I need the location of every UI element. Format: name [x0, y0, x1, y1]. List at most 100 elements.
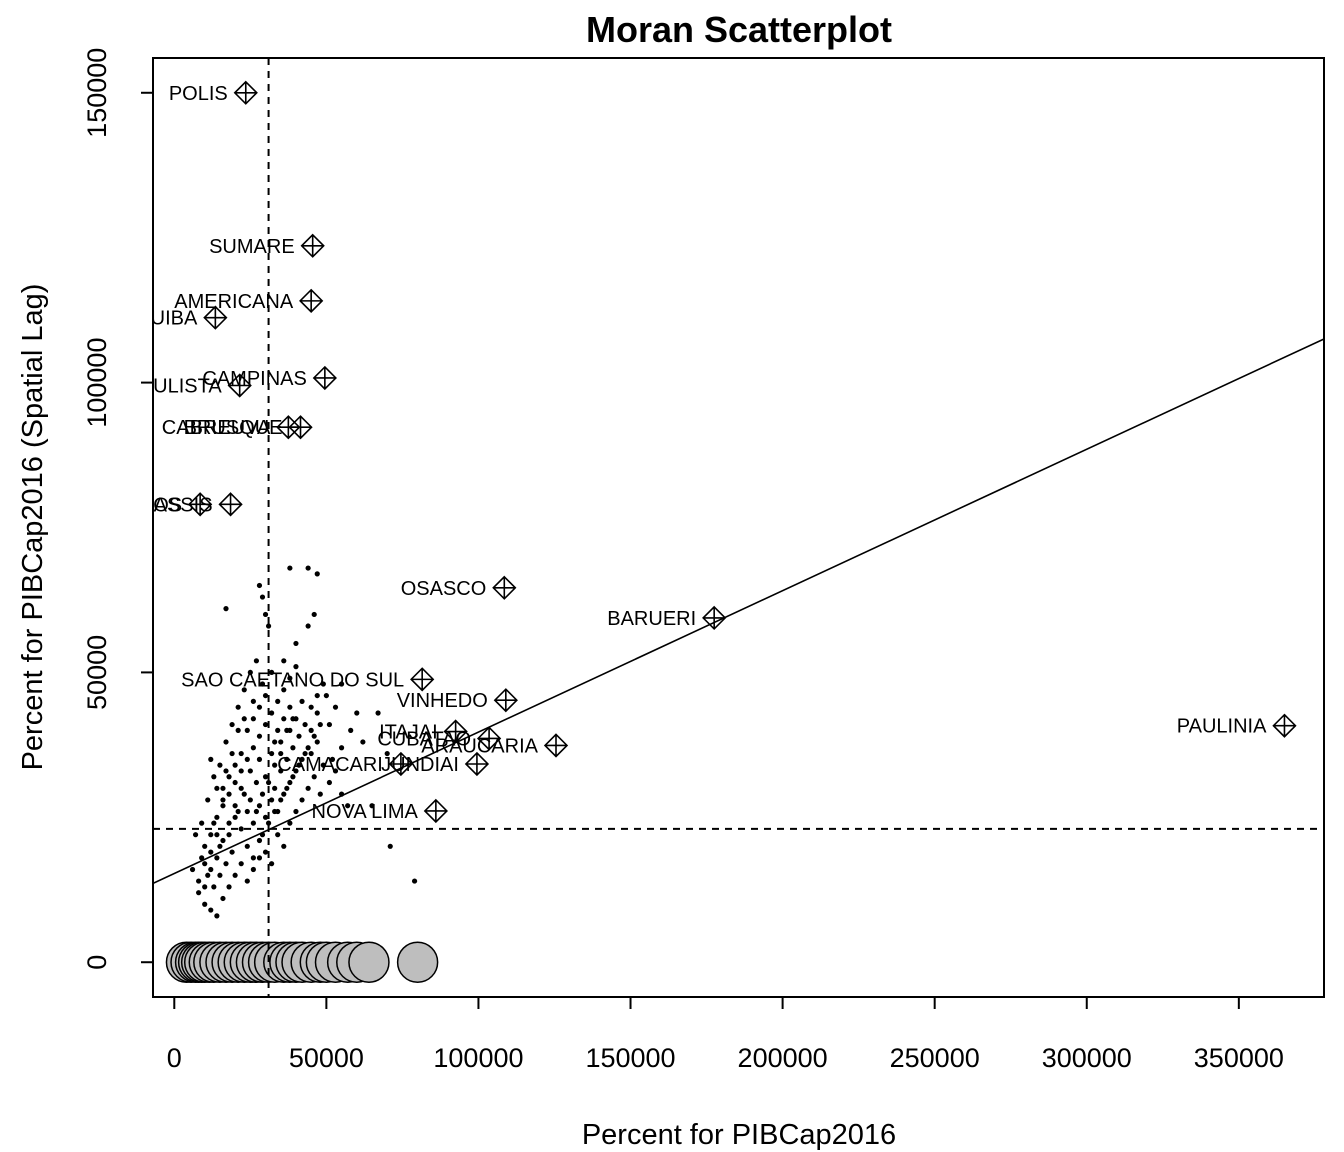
y-tick-label: 150000	[82, 48, 112, 138]
data-point	[272, 808, 278, 815]
data-point	[214, 814, 220, 820]
point-label: CAMPINAS	[202, 368, 306, 390]
data-point	[305, 785, 311, 791]
data-point	[256, 837, 263, 844]
data-point	[287, 779, 293, 786]
data-point	[238, 861, 244, 867]
x-tick-label: 350000	[1194, 1043, 1284, 1073]
data-point	[287, 820, 293, 826]
data-point	[290, 774, 296, 780]
influential-point: CUBATAO	[377, 726, 502, 751]
data-point	[293, 808, 299, 815]
point-label: ULISTA	[153, 375, 222, 397]
data-point	[308, 750, 314, 757]
y-tick-label: 50000	[82, 635, 112, 710]
data-point	[305, 745, 311, 751]
data-point	[296, 762, 302, 768]
y-axis: 0 50000 100000 150000	[82, 48, 154, 970]
data-point	[269, 710, 275, 716]
data-point	[232, 814, 238, 820]
data-point	[232, 872, 238, 878]
zero-lag-point	[348, 941, 390, 983]
data-point	[250, 820, 256, 826]
diamond-cross-marker	[492, 575, 517, 600]
data-point	[302, 721, 308, 728]
data-point	[320, 681, 326, 687]
data-point	[211, 884, 217, 890]
influential-point: CABREUVA	[162, 415, 301, 440]
data-point	[345, 803, 351, 809]
data-point	[265, 623, 272, 629]
data-point	[253, 808, 260, 815]
data-point	[329, 756, 336, 762]
data-point	[308, 727, 314, 733]
data-point	[247, 797, 253, 803]
data-point	[311, 774, 317, 780]
chart-title: Moran Scatterplot	[586, 9, 892, 50]
influential-point: BARUERI	[607, 605, 727, 631]
x-axis: 0 50000 100000 150000 200000 250000 300000 3500…	[167, 996, 1284, 1073]
data-point	[317, 791, 323, 797]
diamond-cross-marker	[443, 719, 468, 744]
data-point	[299, 698, 305, 704]
data-point	[275, 727, 281, 733]
data-point	[265, 820, 272, 826]
data-point	[199, 855, 205, 861]
influential-point: UIBA	[151, 305, 228, 330]
data-point	[299, 756, 305, 762]
diamond-cross-marker	[312, 365, 337, 391]
point-label: POLIS	[169, 83, 228, 105]
point-label: CABREUVA	[162, 417, 271, 439]
data-point	[375, 710, 381, 716]
data-point	[229, 750, 235, 757]
data-point	[287, 704, 293, 710]
influential-point: ULISTA	[153, 373, 252, 398]
point-label: OSASCO	[401, 578, 487, 600]
diamond-cross-marker	[410, 667, 435, 692]
diamond-cross-marker	[388, 751, 414, 777]
influential-point: OSASCO	[401, 575, 517, 600]
data-point	[244, 756, 250, 762]
data-point	[220, 797, 226, 803]
data-point	[387, 843, 393, 849]
data-point	[217, 762, 223, 768]
y-axis-label: Percent for PIBCap2016 (Spatial Lag)	[17, 284, 49, 771]
data-point	[226, 820, 232, 826]
point-label: BRUSQUE	[184, 417, 283, 439]
data-point	[314, 710, 320, 716]
data-point	[208, 866, 214, 873]
x-tick-label: 250000	[890, 1043, 980, 1073]
data-point	[226, 791, 232, 797]
x-tick-label: 300000	[1042, 1043, 1132, 1073]
data-point	[208, 756, 214, 762]
data-point	[360, 739, 366, 745]
regression-line	[153, 338, 1324, 885]
data-point	[250, 716, 256, 722]
point-label: UIBA	[151, 308, 198, 330]
data-point	[278, 768, 284, 774]
plot-frame	[152, 57, 1325, 998]
point-label: SAO CAETANO DO SUL	[181, 669, 404, 691]
data-point	[244, 843, 250, 849]
data-point	[238, 750, 244, 757]
influential-point: CAMPINAS	[202, 365, 337, 391]
data-point	[232, 762, 238, 768]
diamond-cross-marker	[233, 80, 258, 105]
point-label: ITAJAI	[379, 722, 438, 744]
data-point	[284, 727, 290, 733]
data-point	[220, 803, 226, 809]
influential-point: POLIS	[169, 80, 258, 105]
y-tick-label: 0	[82, 955, 112, 970]
data-point	[253, 779, 260, 786]
data-point	[354, 710, 360, 716]
data-point	[189, 866, 196, 873]
data-point	[311, 611, 317, 618]
diamond-cross-marker	[300, 233, 325, 258]
data-point	[287, 565, 293, 571]
diamond-cross-marker	[702, 605, 727, 631]
influential-point: ARAUCARIA	[421, 733, 569, 758]
diamond-cross-marker	[464, 751, 490, 777]
data-point	[314, 571, 320, 577]
data-point	[253, 658, 260, 664]
data-point	[281, 791, 287, 797]
